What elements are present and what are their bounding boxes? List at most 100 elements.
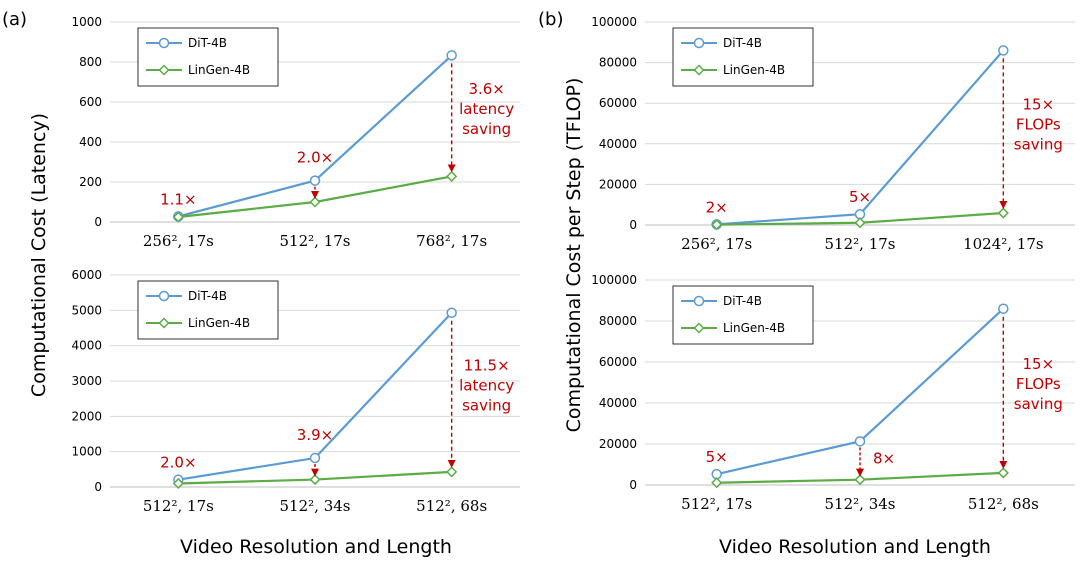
y-tick-label: 1000 — [71, 445, 102, 459]
annotation-label: FLOPs — [1016, 116, 1061, 134]
legend-label: DiT-4B — [188, 36, 227, 50]
y-axis-label-left: Computational Cost (Latency) — [28, 113, 50, 397]
data-point-lingen — [172, 477, 184, 490]
legend-marker-lingen — [158, 64, 170, 76]
y-axis-label-right: Computational Cost per Step (TFLOP) — [563, 78, 585, 433]
y-tick-label: 0 — [629, 478, 637, 492]
y-tick-label: 5000 — [71, 303, 102, 317]
y-tick-label: 600 — [79, 95, 102, 109]
annotation-label: saving — [462, 396, 511, 414]
chart-3: 0 1000 2000 3000 4000 5000 6000 512², 17s 512², … — [71, 268, 520, 515]
data-point-lingen — [854, 474, 866, 486]
y-tick-label: 60000 — [599, 96, 637, 110]
annotation-label: 15× — [1023, 355, 1055, 373]
y-tick-label: 2000 — [71, 409, 102, 423]
data-point-lingen — [172, 211, 184, 223]
y-tick-label: 200 — [79, 175, 102, 189]
x-tick-label: 512², 17s — [825, 235, 896, 253]
annotation-label: latency — [459, 376, 514, 394]
annotation-label: 5× — [849, 188, 871, 206]
annotation-label: saving — [1014, 136, 1063, 154]
legend-label: DiT-4B — [723, 294, 762, 308]
chart-4: 0 20000 40000 60000 80000 100000 512², 17s 512²… — [591, 273, 1075, 513]
y-tick-label: 6000 — [71, 268, 102, 282]
x-tick-label: 512², 68s — [416, 497, 487, 515]
data-point-lingen — [309, 196, 321, 208]
data-point-lingen — [446, 466, 458, 478]
x-tick-label: 512², 17s — [280, 232, 351, 250]
x-tick-label: 1024², 17s — [963, 235, 1044, 253]
x-tick-label: 256², 17s — [681, 235, 752, 253]
charts: 0 200 400 600 800 1000 256², 17s 512², 17s 768²,… — [71, 15, 1075, 515]
legend-label: DiT-4B — [188, 289, 227, 303]
y-tick-label: 20000 — [599, 177, 637, 191]
x-tick-label: 512², 34s — [825, 495, 896, 513]
legend-label: DiT-4B — [723, 36, 762, 50]
legend-marker-lingen — [693, 64, 705, 76]
legend: DiT-4B LinGen-4B — [672, 27, 814, 87]
annotation-label: 1.1× — [160, 190, 196, 208]
data-point-dit — [998, 303, 1009, 314]
y-tick-label: 20000 — [599, 437, 637, 451]
data-point-lingen — [711, 219, 723, 231]
y-tick-label: 80000 — [599, 314, 637, 328]
x-tick-label: 512², 17s — [681, 495, 752, 513]
data-point-dit — [854, 436, 866, 447]
annotation-label: saving — [1014, 395, 1063, 413]
y-tick-label: 4000 — [71, 339, 102, 353]
annotation-label: latency — [459, 100, 514, 118]
chart-1: 0 200 400 600 800 1000 256², 17s 512², 17s 768²,… — [71, 15, 520, 250]
data-point-dit — [309, 175, 321, 186]
annotation-label: 2.0× — [297, 149, 333, 167]
y-tick-label: 0 — [94, 480, 102, 494]
legend-box — [672, 27, 814, 87]
legend-box — [137, 27, 279, 87]
legend: DiT-4B LinGen-4B — [137, 280, 279, 340]
y-tick-label: 0 — [94, 215, 102, 229]
y-tick-label: 1000 — [71, 15, 102, 29]
x-axis-label-left: Video Resolution and Length — [180, 536, 452, 558]
data-point-dit — [446, 50, 457, 61]
legend: DiT-4B LinGen-4B — [137, 27, 279, 87]
y-tick-label: 100000 — [591, 15, 637, 29]
y-tick-label: 40000 — [599, 396, 637, 410]
annotation-label: 8× — [873, 449, 895, 467]
legend-label: LinGen-4B — [188, 316, 250, 330]
x-tick-label: 768², 17s — [416, 232, 487, 250]
data-point-dit — [309, 452, 321, 464]
data-point-lingen — [309, 474, 321, 486]
legend-box — [672, 285, 814, 345]
y-tick-label: 0 — [629, 218, 637, 232]
legend-marker-lingen — [158, 317, 170, 329]
legend-marker-dit — [693, 295, 705, 307]
chart-2: 0 20000 40000 60000 80000 100000 256², 17s 512²… — [591, 15, 1075, 253]
annotation-label: 3.6× — [468, 80, 504, 98]
data-point-lingen — [854, 217, 866, 229]
legend-marker-dit — [158, 290, 170, 302]
annotation-label: FLOPs — [1016, 375, 1061, 393]
x-tick-label: 512², 68s — [968, 495, 1039, 513]
annotation-label: 2× — [706, 198, 728, 216]
data-point-lingen — [711, 477, 723, 489]
legend-label: LinGen-4B — [723, 321, 785, 335]
data-point-lingen — [997, 207, 1009, 219]
legend: DiT-4B LinGen-4B — [672, 285, 814, 345]
legend-marker-dit — [693, 37, 705, 49]
legend-marker-lingen — [693, 322, 705, 334]
annotation-label: saving — [462, 120, 511, 138]
x-axis-label-right: Video Resolution and Length — [719, 536, 991, 558]
data-point-lingen — [997, 467, 1009, 479]
y-tick-label: 800 — [79, 55, 102, 69]
y-tick-label: 100000 — [591, 273, 637, 287]
data-point-dit — [998, 45, 1009, 56]
annotation-label: 11.5× — [464, 356, 510, 374]
x-tick-label: 512², 17s — [143, 497, 214, 515]
panel-label-b: (b) — [538, 9, 563, 30]
annotation-label: 5× — [706, 448, 728, 466]
y-tick-label: 60000 — [599, 355, 637, 369]
annotation-label: 2.0× — [160, 454, 196, 472]
annotation-label: 15× — [1023, 96, 1055, 114]
x-tick-label: 512², 34s — [280, 497, 351, 515]
legend-box — [137, 280, 279, 340]
